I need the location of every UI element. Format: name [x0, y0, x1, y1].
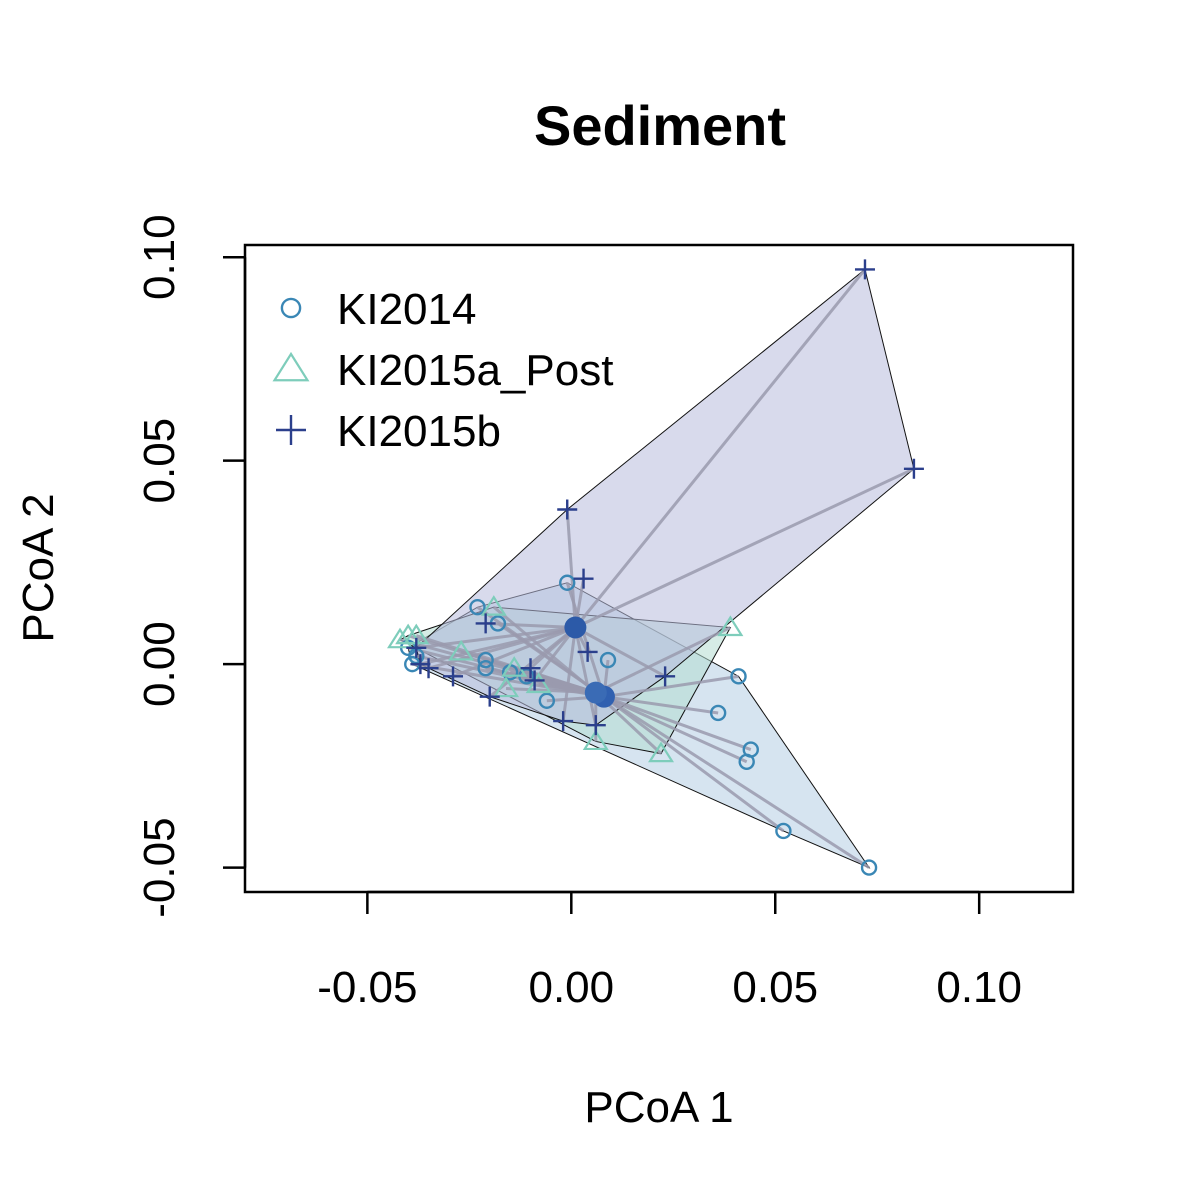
- x-tick-label: -0.05: [317, 963, 417, 1012]
- legend-label: KI2015b: [337, 407, 501, 456]
- legend-label: KI2015a_Post: [337, 346, 613, 395]
- legend-item-KI2015a_Post: KI2015a_Post: [272, 346, 613, 395]
- spider-line: [561, 627, 577, 722]
- spider-line: [452, 626, 576, 678]
- spider-line: [603, 674, 739, 699]
- data-point: [573, 568, 594, 589]
- x-axis-label: PCoA 1: [584, 1083, 733, 1132]
- legend-label: KI2014: [337, 285, 476, 334]
- data-point: [469, 598, 486, 616]
- spider-line: [492, 606, 597, 694]
- data-point: [655, 666, 676, 687]
- x-tick-label: 0.00: [528, 963, 614, 1012]
- data-point: [448, 639, 475, 661]
- spider-line: [416, 626, 576, 650]
- plot-area: [245, 245, 1073, 892]
- x-tick-label: 0.10: [936, 963, 1022, 1012]
- spider-line: [573, 627, 598, 726]
- y-axis-label: PCoA 2: [14, 493, 63, 642]
- data-point: [553, 711, 574, 732]
- spider-line: [603, 695, 748, 764]
- spider-line: [488, 626, 577, 698]
- data-point: [860, 859, 878, 876]
- data-point: [717, 615, 744, 637]
- legend-marker: [276, 415, 306, 445]
- spider-lines-KI2015b: [416, 268, 915, 726]
- spider-line: [565, 509, 577, 628]
- data-point: [585, 715, 606, 736]
- data-point: [477, 659, 494, 677]
- data-point: [577, 641, 598, 662]
- points-KI2015b: [406, 259, 924, 736]
- spider-line: [485, 621, 576, 630]
- data-point: [443, 666, 464, 687]
- data-point: [582, 729, 609, 751]
- data-point: [775, 822, 792, 840]
- data-point: [738, 753, 755, 770]
- data-point: [730, 668, 747, 685]
- data-point: [418, 658, 439, 679]
- data-point: [387, 627, 413, 649]
- spider-line: [574, 626, 666, 678]
- spider-line: [603, 695, 752, 751]
- data-point: [524, 670, 545, 691]
- data-point: [410, 654, 431, 675]
- y-tick-label: -0.05: [135, 817, 184, 917]
- data-point: [479, 686, 500, 707]
- legend-marker: [280, 297, 302, 319]
- data-point: [709, 704, 727, 722]
- spider-line: [574, 268, 867, 629]
- axes: -0.05 0.00 0.05 0.10 -0.05 0.00 0.05 0.10: [135, 214, 1022, 1012]
- spider-line: [574, 467, 915, 629]
- legend-item-KI2014: KI2014: [280, 285, 476, 334]
- spider-line: [603, 695, 785, 833]
- spider-line: [595, 626, 732, 694]
- data-point: [648, 741, 675, 763]
- spider-line: [533, 626, 577, 682]
- legend-item-KI2015b: KI2015b: [276, 407, 501, 456]
- data-point: [538, 692, 556, 709]
- data-point: [480, 595, 507, 616]
- data-point: [559, 574, 576, 591]
- data-point: [406, 637, 427, 658]
- data-point: [525, 672, 552, 694]
- data-point: [520, 658, 541, 679]
- chart-title: Sediment: [534, 94, 786, 157]
- data-point: [501, 656, 528, 677]
- legend: KI2014 KI2015a_Post KI2015b: [272, 285, 613, 456]
- spider-line: [603, 695, 870, 869]
- y-tick-label: 0.00: [135, 621, 184, 707]
- x-tick-label: 0.05: [732, 963, 818, 1012]
- points-KI2015a_Post: [387, 595, 744, 763]
- centroid-KI2015b: [564, 616, 587, 639]
- y-tick-label: 0.10: [135, 214, 184, 300]
- spider-line: [420, 626, 576, 666]
- legend-marker: [272, 351, 310, 382]
- data-point: [475, 613, 496, 634]
- data-point: [854, 259, 875, 280]
- data-point: [903, 458, 924, 479]
- y-tick-label: 0.05: [135, 418, 184, 504]
- data-point: [477, 651, 494, 669]
- spider-line: [603, 695, 719, 715]
- data-point: [599, 651, 617, 669]
- data-point: [493, 676, 520, 698]
- centroid-KI2015a_Post: [584, 681, 607, 704]
- spider-line: [513, 666, 597, 695]
- data-point: [557, 499, 578, 520]
